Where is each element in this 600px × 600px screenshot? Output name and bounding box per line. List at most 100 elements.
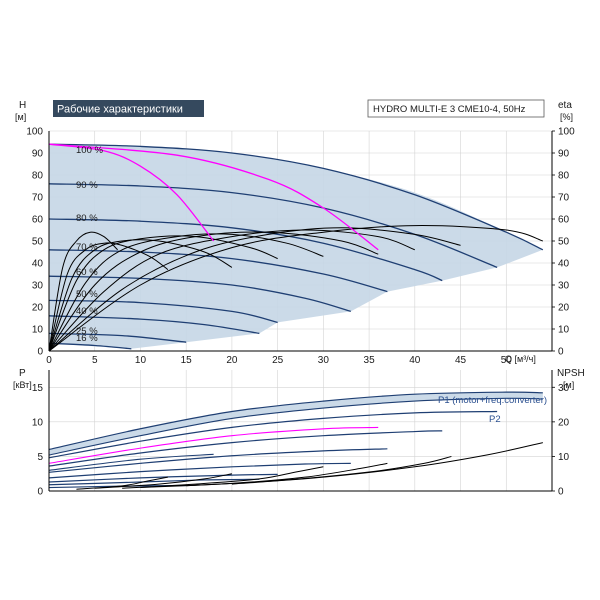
npsh-curves xyxy=(76,442,543,490)
p2-curve-3 xyxy=(48,453,214,471)
top-y2-tick-label: 70 xyxy=(558,193,570,204)
eta-curve-9 xyxy=(48,231,118,352)
npsh-curve-2 xyxy=(186,455,452,487)
bottom-y2-tick-label: 30 xyxy=(558,383,570,394)
bottom-ticks: 0 5 10 15 0 10 20 30 xyxy=(32,383,570,498)
top-ticks: 0102030405060708090100010203040506070809… xyxy=(26,127,575,367)
top-y2-tick-label: 60 xyxy=(558,215,570,226)
bottom-y-tick-label: 10 xyxy=(32,417,44,428)
speed-percent-labels: 100 % 90 % 80 % 70 % 60 % 50 % 40 % 25 %16 % xyxy=(76,145,103,344)
speed-label: 60 % xyxy=(76,267,98,278)
p2-curve-2 xyxy=(48,426,379,464)
speed-curve-8 xyxy=(48,332,187,343)
top-y2-tick-label: 90 xyxy=(558,149,570,160)
model-box xyxy=(367,99,545,118)
p1-curve-2 xyxy=(48,410,498,459)
speed-label: 16 % xyxy=(76,333,98,344)
top-y-tick-label: 40 xyxy=(32,259,44,270)
top-x-tick-label: 45 xyxy=(455,355,467,366)
bottom-y2-tick-label: 0 xyxy=(558,487,564,498)
top-ylabel-unit: [м] xyxy=(15,112,26,122)
max-curve-2 xyxy=(48,143,379,251)
top-y2label-unit: [%] xyxy=(560,112,573,122)
speed-label: 90 % xyxy=(76,180,98,191)
top-x-tick-label: 5 xyxy=(92,355,98,366)
npsh-curve-6 xyxy=(76,476,168,490)
p1-curve-7 xyxy=(48,478,260,486)
speed-label: 40 % xyxy=(76,306,98,317)
speed-curve-3 xyxy=(48,218,443,282)
npsh-curve-4 xyxy=(122,466,324,489)
top-x-tick-label: 15 xyxy=(181,355,193,366)
bottom-plot: 0 5 10 15 0 10 20 30 xyxy=(32,370,570,498)
speed-curves xyxy=(48,143,544,350)
top-x-tick-label: 10 xyxy=(135,355,147,366)
speed-label: 70 % xyxy=(76,242,98,253)
p2-curve-1 xyxy=(48,397,543,456)
p1-curve-3 xyxy=(48,430,443,467)
bottom-ylabel-unit: [кВт] xyxy=(13,380,32,390)
top-y-tick-label: 0 xyxy=(37,347,43,358)
top-x-tick-label: 30 xyxy=(318,355,330,366)
speed-label: 25 % xyxy=(76,326,98,337)
speed-curve-4 xyxy=(48,249,388,293)
operating-envelope xyxy=(49,144,543,349)
p1-curve-5 xyxy=(48,462,351,479)
efficiency-curves xyxy=(48,225,544,352)
top-y-tick-label: 20 xyxy=(32,303,44,314)
p2-label: P2 xyxy=(489,414,501,425)
p1-curve-4 xyxy=(48,448,388,473)
speed-curve-2 xyxy=(48,183,498,269)
bottom-y-tick-label: 0 xyxy=(37,487,43,498)
top-y2-tick-label: 10 xyxy=(558,325,570,336)
top-ylabel: H xyxy=(19,100,26,111)
eta-curve-3 xyxy=(48,229,415,352)
eta-curve-8 xyxy=(48,242,169,352)
bottom-y-tick-label: 15 xyxy=(32,383,44,394)
bottom-y-tick-label: 5 xyxy=(37,452,43,463)
top-y-tick-label: 90 xyxy=(32,149,44,160)
top-xlabel: Q [м³/ч] xyxy=(505,354,536,364)
top-y-tick-label: 30 xyxy=(32,281,44,292)
eta-curve-7 xyxy=(48,239,233,352)
bottom-y2-tick-label: 20 xyxy=(558,417,570,428)
chart-title: Рабочие характеристики xyxy=(57,104,183,116)
speed-curve-7 xyxy=(48,315,260,335)
top-y2-tick-label: 0 xyxy=(558,347,564,358)
top-y-tick-label: 50 xyxy=(32,237,44,248)
npsh-curve-5 xyxy=(94,473,233,489)
p1-label: P1 (motor+freq.converter) xyxy=(438,395,547,406)
eta-curve-5 xyxy=(48,233,324,352)
top-y-tick-label: 70 xyxy=(32,193,44,204)
bottom-y2-tick-label: 10 xyxy=(558,452,570,463)
top-y2-tick-label: 40 xyxy=(558,259,570,270)
speed-label: 100 % xyxy=(76,145,103,156)
p1-curve-1 xyxy=(48,391,543,451)
speed-curve-5 xyxy=(48,275,351,313)
bottom-y2label-unit: [м] xyxy=(563,380,574,390)
speed-label: 80 % xyxy=(76,213,98,224)
eta-curve-6 xyxy=(48,235,278,352)
top-x-tick-label: 35 xyxy=(364,355,376,366)
top-x-tick-label: 50 xyxy=(501,355,513,366)
top-x-tick-label: 20 xyxy=(226,355,238,366)
top-y-tick-label: 100 xyxy=(26,127,43,138)
top-y2-tick-label: 80 xyxy=(558,171,570,182)
title-bar xyxy=(53,100,204,117)
eta-curve-2 xyxy=(48,227,461,352)
max-curve-1 xyxy=(48,143,215,242)
top-y-tick-label: 80 xyxy=(32,171,44,182)
bottom-y2label: NPSH xyxy=(557,368,585,379)
speed-curve-6 xyxy=(48,299,278,324)
top-y2-tick-label: 30 xyxy=(558,281,570,292)
max-eta-curves xyxy=(48,143,379,251)
p2-curves xyxy=(48,397,543,471)
bottom-axes xyxy=(48,370,553,492)
top-x-tick-label: 25 xyxy=(272,355,284,366)
npsh-curve-3 xyxy=(140,462,388,489)
speed-curve-1 xyxy=(48,143,544,251)
speed-label: 50 % xyxy=(76,289,98,300)
top-y2-tick-label: 100 xyxy=(558,127,575,138)
